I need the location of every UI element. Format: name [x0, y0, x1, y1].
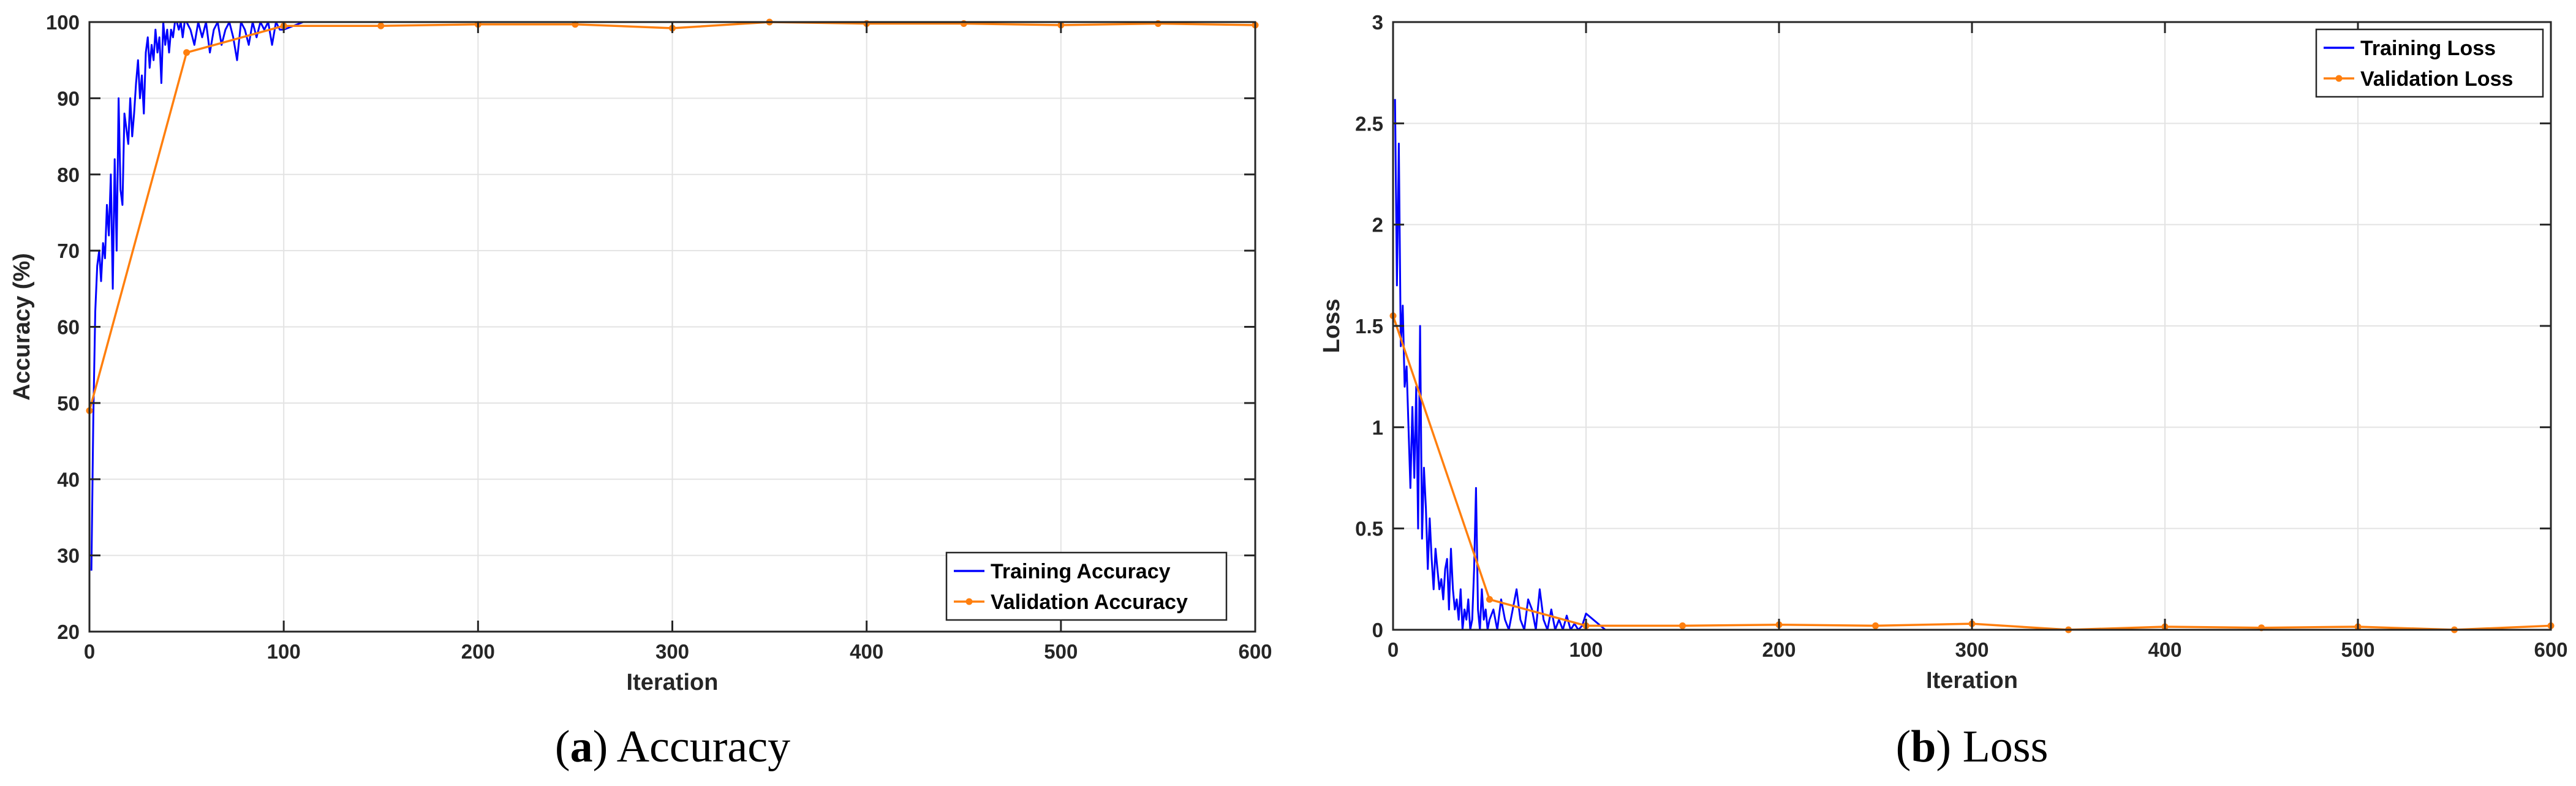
- x-tick-label: 600: [2534, 638, 2567, 661]
- x-tick-label: 300: [655, 640, 689, 663]
- legend-label: Training Loss: [2360, 37, 2496, 60]
- legend-marker: [965, 598, 973, 605]
- x-tick-label: 100: [1569, 638, 1603, 661]
- y-axis-label: Loss: [1319, 299, 1345, 353]
- legend-box: [2315, 28, 2544, 98]
- x-tick-label: 400: [850, 640, 883, 663]
- y-axis-label: Accuracy (%): [9, 253, 35, 401]
- data-point: [183, 49, 191, 56]
- x-tick-label: 0: [1388, 638, 1399, 661]
- chart-loss: 0 100 200 300 400 500 600 0 0.5 1 1.5 2 2.5 3 Iteratio…: [1319, 11, 2568, 772]
- data-point: [1486, 595, 1493, 603]
- y-tick-label: 40: [57, 468, 80, 491]
- x-tick-label: 100: [267, 640, 301, 663]
- legend-marker: [2335, 75, 2343, 82]
- x-axis-label: Iteration: [1926, 668, 2018, 693]
- x-tick-label: 500: [1044, 640, 1078, 663]
- y-tick-label: 1.5: [1355, 315, 1383, 338]
- legend-label: Validation Accuracy: [991, 591, 1188, 614]
- panel-caption: (b) Loss: [1896, 722, 2049, 772]
- y-tick-label: 80: [57, 164, 80, 186]
- y-tick-label: 2: [1372, 214, 1383, 236]
- x-tick-label: 0: [84, 640, 95, 663]
- x-tick-label: 200: [461, 640, 495, 663]
- x-tick-label: 400: [2148, 638, 2181, 661]
- y-tick-label: 1: [1372, 416, 1383, 439]
- y-tick-label: 0: [1372, 619, 1383, 641]
- y-tick-label: 2.5: [1355, 112, 1383, 135]
- y-tick-label: 0.5: [1355, 518, 1383, 540]
- x-axis-label: Iteration: [627, 670, 719, 695]
- y-tick-label: 3: [1372, 11, 1383, 34]
- y-tick-label: 30: [57, 545, 80, 567]
- y-tick-label: 100: [46, 11, 80, 34]
- legend-label: Training Accuracy: [991, 560, 1171, 583]
- legend: Training Accuracy Validation Accuracy: [945, 551, 1228, 621]
- data-point: [1679, 622, 1686, 629]
- data-point: [1872, 622, 1879, 629]
- y-tick-label: 60: [57, 316, 80, 339]
- x-tick-label: 600: [1238, 640, 1272, 663]
- legend-label: Validation Loss: [2360, 67, 2513, 91]
- chart-accuracy: 0 100 200 300 400 500 600 20 30 40 50 60 70 80 90 100 It…: [9, 11, 1272, 772]
- y-tick-label: 20: [57, 621, 80, 643]
- data-point: [377, 22, 385, 29]
- legend-box: [945, 551, 1228, 621]
- panel-caption: (a) Accuracy: [555, 722, 790, 772]
- x-tick-label: 200: [1762, 638, 1796, 661]
- x-tick-label: 300: [1955, 638, 1989, 661]
- y-tick-label: 50: [57, 392, 80, 415]
- legend: Training Loss Validation Loss: [2315, 28, 2544, 98]
- y-tick-label: 90: [57, 87, 80, 110]
- y-tick-label: 70: [57, 240, 80, 262]
- x-tick-label: 500: [2341, 638, 2374, 661]
